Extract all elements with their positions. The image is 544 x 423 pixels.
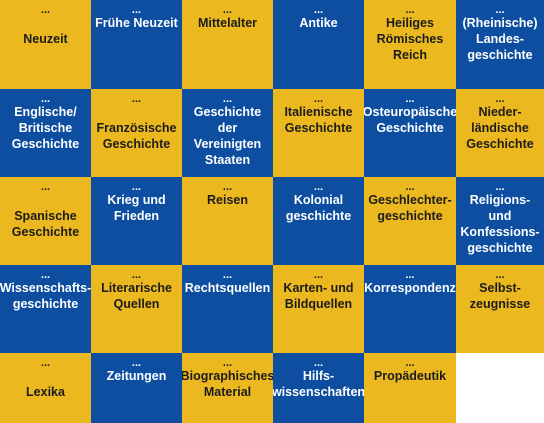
tile-more-indicator: ... (313, 269, 324, 281)
tile-label: Religions- und Konfessions- geschichte (460, 193, 540, 255)
topic-tile[interactable]: ... Hilfs- wissenschaften (273, 353, 364, 423)
tile-more-indicator: ... (495, 4, 505, 16)
topic-tile[interactable]: ... Nieder- ländische Geschichte (456, 89, 544, 177)
tile-label: Kolonial geschichte (285, 193, 352, 223)
tile-label: Wissenschafts- geschichte (0, 281, 91, 311)
topic-tile[interactable]: ... (Rheinische) Landes- geschichte (456, 0, 544, 89)
topic-tile[interactable]: ... Geschichte der Vereinigten Staaten (182, 89, 273, 177)
topic-tile[interactable]: ... Zeitungen (91, 353, 182, 423)
tile-label: Selbst- zeugnisse (469, 281, 531, 311)
tile-more-indicator: ... (222, 357, 233, 369)
tile-more-indicator: ... (495, 181, 505, 193)
tile-label: Biographisches Material (182, 369, 273, 399)
tile-label: Krieg und Frieden (107, 193, 166, 223)
tile-label: Zeitungen (106, 369, 167, 383)
tile-more-indicator: ... (131, 93, 142, 105)
topic-tile[interactable]: ... Neuzeit (0, 0, 91, 89)
tile-more-indicator: ... (222, 269, 233, 281)
tile-more-indicator: ... (131, 181, 142, 193)
tile-label: Nieder- ländische Geschichte (466, 105, 534, 151)
tile-label: Englische/ Britische Geschichte (11, 105, 80, 151)
tile-more-indicator: ... (405, 181, 415, 193)
tile-more-indicator: ... (131, 4, 142, 16)
tile-more-indicator: ... (313, 93, 324, 105)
tile-label: Geschichte der Vereinigten Staaten (193, 105, 262, 167)
tile-label: Mittelalter (197, 16, 258, 30)
tile-more-indicator: ... (131, 357, 142, 369)
tile-more-indicator: ... (405, 93, 415, 105)
tile-more-indicator: ... (40, 357, 51, 369)
topic-tile[interactable]: ... Karten- und Bildquellen (273, 265, 364, 353)
topic-tile[interactable]: ... Spanische Geschichte (0, 177, 91, 265)
tile-more-indicator: ... (40, 93, 51, 105)
tile-label: Karten- und Bildquellen (283, 281, 354, 311)
topic-tile[interactable]: ... Französische Geschichte (91, 89, 182, 177)
tile-more-indicator: ... (405, 269, 415, 281)
tile-label: Heiliges Römisches Reich (376, 16, 444, 62)
tile-more-indicator: ... (495, 93, 505, 105)
tile-more-indicator: ... (313, 4, 324, 16)
tile-more-indicator: ... (40, 181, 51, 193)
topic-tile[interactable]: ... Osteuropäische Geschichte (364, 89, 456, 177)
tile-label: (Rheinische) Landes- geschichte (462, 16, 538, 62)
tile-more-indicator: ... (495, 269, 505, 281)
topic-tile[interactable]: ... Biographisches Material (182, 353, 273, 423)
tile-more-indicator: ... (313, 181, 324, 193)
topic-tile[interactable]: ... Religions- und Konfessions- geschicht… (456, 177, 544, 265)
topic-tile[interactable]: ... Geschlechter- geschichte (364, 177, 456, 265)
topic-tile[interactable]: ... Antike (273, 0, 364, 89)
tile-more-indicator: ... (131, 269, 142, 281)
topic-tile[interactable]: ... Heiliges Römisches Reich (364, 0, 456, 89)
tile-label: Neuzeit (23, 32, 68, 46)
tile-label: Osteuropäische Geschichte (364, 105, 456, 135)
tile-label: Antike (299, 16, 338, 30)
tile-label: Frühe Neuzeit (95, 16, 178, 30)
topic-tile[interactable]: ... Englische/ Britische Geschichte (0, 89, 91, 177)
tile-label: Französische Geschichte (96, 121, 177, 151)
tile-label: Literarische Quellen (101, 281, 172, 311)
tile-more-indicator: ... (222, 4, 233, 16)
topic-tile[interactable]: ... Korrespondenz (364, 265, 456, 353)
topic-tile[interactable]: ... Kolonial geschichte (273, 177, 364, 265)
tile-label: Korrespondenz (364, 281, 456, 295)
tile-label: Lexika (26, 385, 65, 399)
tile-label: Spanische Geschichte (11, 209, 80, 239)
topic-tile[interactable]: ... Mittelalter (182, 0, 273, 89)
topic-tile[interactable]: ... Literarische Quellen (91, 265, 182, 353)
topic-tile[interactable]: ... Wissenschafts- geschichte (0, 265, 91, 353)
topic-tile[interactable]: ... Propädeutik (364, 353, 456, 423)
topic-tile[interactable]: ... Frühe Neuzeit (91, 0, 182, 89)
tile-more-indicator: ... (40, 4, 51, 16)
topic-tile[interactable]: ... Selbst- zeugnisse (456, 265, 544, 353)
tile-more-indicator: ... (40, 269, 51, 281)
tile-more-indicator: ... (405, 357, 415, 369)
topic-tile[interactable]: ... Reisen (182, 177, 273, 265)
topic-tile[interactable]: ... Krieg und Frieden (91, 177, 182, 265)
tile-label: Propädeutik (373, 369, 447, 383)
tile-label: Hilfs- wissenschaften (273, 369, 364, 399)
topic-tile[interactable]: ... Lexika (0, 353, 91, 423)
tile-label: Italienische Geschichte (284, 105, 353, 135)
topic-tile[interactable]: ... Rechtsquellen (182, 265, 273, 353)
tile-more-indicator: ... (313, 357, 324, 369)
tile-more-indicator: ... (222, 93, 233, 105)
topic-tile[interactable]: ... Italienische Geschichte (273, 89, 364, 177)
tile-label: Reisen (207, 193, 248, 207)
tile-more-indicator: ... (405, 4, 415, 16)
tile-label: Rechtsquellen (184, 281, 271, 295)
tile-more-indicator: ... (222, 181, 233, 193)
tile-label: Geschlechter- geschichte (368, 193, 452, 223)
